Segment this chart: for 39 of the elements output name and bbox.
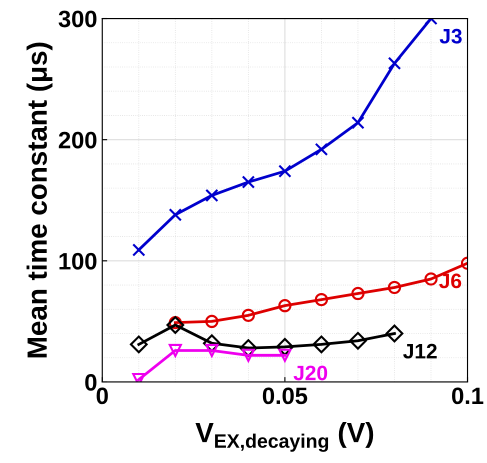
- series-label: J3: [440, 28, 462, 44]
- point: [424, 272, 438, 286]
- point: [278, 164, 292, 178]
- point: [314, 292, 328, 306]
- point: [242, 175, 255, 189]
- series-label: J12: [403, 344, 437, 359]
- point: [276, 338, 294, 356]
- point: [388, 56, 402, 70]
- point: [242, 308, 255, 322]
- y-tick-label: 100: [60, 252, 96, 270]
- point: [388, 280, 402, 294]
- series-label: J20: [294, 366, 328, 380]
- point: [314, 142, 328, 156]
- point: [132, 243, 146, 257]
- y-axis-title: Mean time constant (μs): [26, 42, 52, 358]
- point: [312, 336, 330, 354]
- point: [130, 336, 148, 354]
- point: [351, 116, 365, 130]
- point: [205, 314, 218, 328]
- point: [205, 188, 218, 202]
- x-tick-label: 0.1: [452, 387, 484, 404]
- series-label: J6: [439, 274, 462, 288]
- point: [168, 208, 182, 222]
- point: [278, 299, 292, 312]
- y-tick-label: 200: [58, 132, 96, 148]
- point: [278, 348, 292, 362]
- point: [386, 324, 404, 342]
- point: [202, 334, 221, 352]
- point: [205, 344, 218, 358]
- point: [351, 286, 365, 300]
- y-tick-label: 300: [58, 10, 96, 28]
- point: [349, 332, 367, 350]
- point: [166, 316, 184, 334]
- x-tick-label: 0.05: [262, 387, 308, 404]
- x-tick-label: 0: [96, 387, 108, 404]
- point: [242, 348, 255, 362]
- y-tick-label: 0: [85, 374, 96, 391]
- point: [239, 339, 258, 357]
- point: [168, 344, 182, 358]
